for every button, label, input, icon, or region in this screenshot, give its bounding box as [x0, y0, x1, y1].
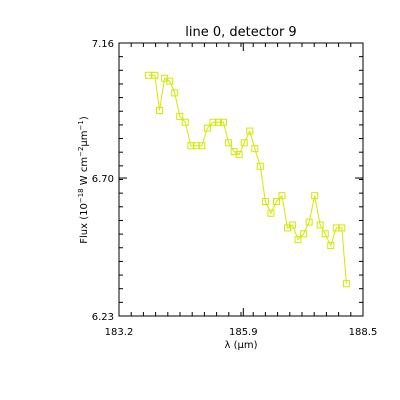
- data-point-marker: [166, 77, 174, 85]
- chart-title: line 0, detector 9: [185, 25, 296, 40]
- data-point-marker: [203, 124, 211, 132]
- data-point-marker: [316, 221, 324, 229]
- data-point-marker: [267, 209, 275, 217]
- axis-ticks: 183.2 185.9 188.5 6.23 6.70 7.16: [92, 39, 378, 338]
- data-point-marker: [261, 198, 269, 206]
- data-point-marker: [181, 118, 189, 126]
- data-point-marker: [289, 221, 297, 229]
- data-point-marker: [272, 198, 280, 206]
- data-point-marker: [342, 280, 350, 288]
- data-point-marker: [327, 242, 335, 250]
- data-point-marker: [156, 107, 164, 115]
- data-point-marker: [300, 230, 308, 238]
- data-point-marker: [294, 236, 302, 244]
- data-point-marker: [151, 71, 159, 79]
- data-point-marker: [256, 162, 264, 170]
- data-point-marker: [171, 89, 179, 97]
- data-point-marker: [176, 112, 184, 120]
- data-point-marker: [311, 192, 319, 200]
- flux-series: [144, 71, 350, 288]
- series-line: [148, 74, 347, 284]
- data-point-marker: [251, 145, 259, 153]
- data-point-marker: [220, 118, 228, 126]
- y-tick-label: 7.16: [92, 39, 114, 50]
- x-tick-label: 185.9: [229, 327, 258, 338]
- data-point-marker: [321, 230, 329, 238]
- data-point-marker: [235, 151, 243, 159]
- data-point-marker: [338, 224, 346, 232]
- y-tick-label: 6.70: [92, 174, 114, 185]
- data-point-marker: [214, 118, 222, 126]
- data-point-marker: [240, 139, 248, 147]
- x-tick-label: 188.5: [349, 327, 378, 338]
- x-axis-label: λ (μm): [224, 340, 257, 351]
- data-point-marker: [198, 142, 206, 150]
- y-tick-label: 6.23: [92, 312, 114, 323]
- data-point-marker: [246, 127, 254, 135]
- data-point-marker: [225, 139, 233, 147]
- data-point-marker: [278, 192, 286, 200]
- data-point-marker: [305, 218, 313, 226]
- y-axis-label: Flux (10−18 W cm−2μm−1): [77, 116, 90, 244]
- x-tick-label: 183.2: [105, 327, 134, 338]
